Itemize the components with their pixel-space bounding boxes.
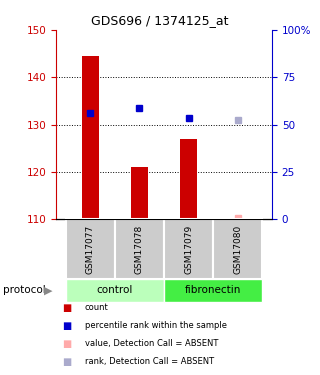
Text: percentile rank within the sample: percentile rank within the sample (85, 321, 227, 330)
Text: GSM17080: GSM17080 (233, 225, 242, 274)
Text: GSM17077: GSM17077 (86, 225, 95, 274)
Bar (164, 279, 262, 302)
Text: rank, Detection Call = ABSENT: rank, Detection Call = ABSENT (85, 357, 214, 366)
Text: ■: ■ (62, 339, 72, 348)
Bar (213, 219, 262, 279)
Bar (66, 219, 115, 279)
Bar (180, 139, 197, 219)
Bar (131, 167, 148, 219)
Text: ■: ■ (62, 357, 72, 366)
Text: ■: ■ (62, 321, 72, 330)
Text: ■: ■ (62, 303, 72, 312)
Text: protocol: protocol (3, 285, 46, 295)
Bar (115, 219, 164, 279)
Bar (164, 219, 213, 279)
Text: GDS696 / 1374125_at: GDS696 / 1374125_at (91, 14, 229, 27)
Text: count: count (85, 303, 108, 312)
Bar (66, 279, 164, 302)
Text: GSM17078: GSM17078 (135, 225, 144, 274)
Text: ▶: ▶ (44, 285, 52, 295)
Text: control: control (97, 285, 133, 295)
Text: value, Detection Call = ABSENT: value, Detection Call = ABSENT (85, 339, 218, 348)
Text: GSM17079: GSM17079 (184, 225, 193, 274)
Bar (82, 56, 99, 219)
Text: fibronectin: fibronectin (185, 285, 241, 295)
